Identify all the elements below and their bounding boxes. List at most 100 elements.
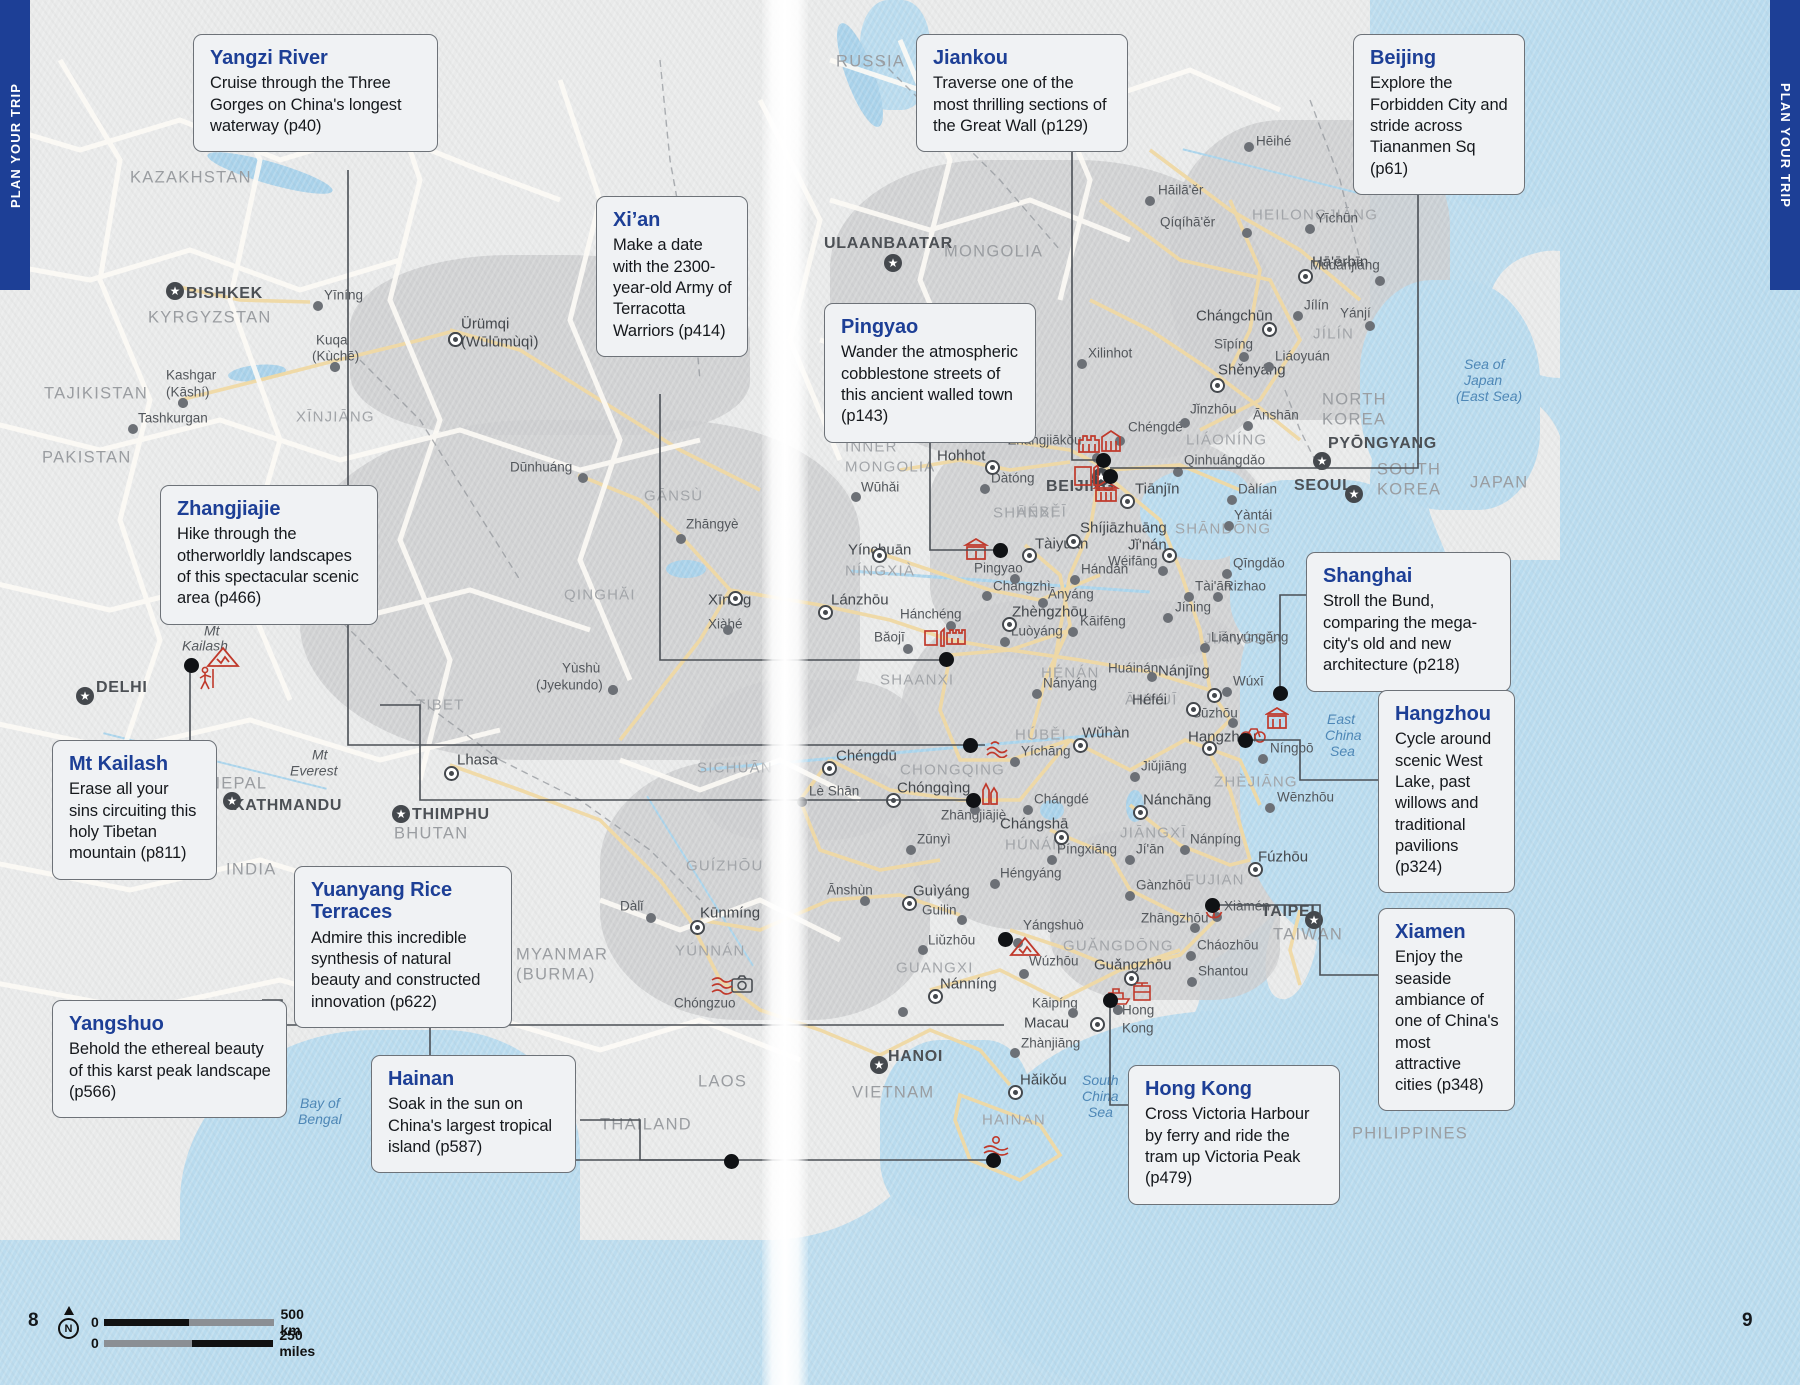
city-marker-shantou [1187,977,1197,987]
highlight-marker-hongkong [1103,993,1118,1008]
callout-xiamen[interactable]: Xiamen Enjoy the seaside ambiance of one… [1378,908,1515,1112]
sea-pacific-east [1560,0,1800,1385]
callout-body: Cycle around scenic West Lake, past will… [1395,730,1492,877]
city-marker-ji-an [1125,855,1135,865]
city-marker-liaoyuan [1264,362,1274,372]
book-gutter [762,0,808,1385]
capital-marker-ulaanbaatar: ★ [884,254,902,272]
callout-title: Hainan [388,1068,455,1090]
prov-capital-marker-nanning [928,989,943,1004]
callout-title: Shanghai [1323,565,1413,587]
callout-body: Wander the atmospheric cobblestone stree… [841,343,1018,426]
capital-marker-taipei: ★ [1305,911,1323,929]
city-marker-luoyang [1000,637,1010,647]
highlight-marker-hainan [986,1153,1001,1168]
city-marker-zhanjiang [1010,1048,1020,1058]
pingyao-walls-icon [963,538,989,560]
callout-mt-kailash[interactable]: Mt Kailash Erase all your sins circuitin… [52,740,217,880]
city-marker-baoji [903,644,913,654]
city-marker-anyang [1038,598,1048,608]
city-marker-anshan [1243,421,1253,431]
side-tab-right-label: PLAN YOUR TRIP [1777,82,1793,208]
city-marker-zhangjiajie [970,805,980,815]
prov-capital-marker-wuhan [1073,738,1088,753]
scale-row-miles: 0 250 miles [91,1327,336,1359]
city-marker-nanyang [1032,689,1042,699]
capital-marker-bishkek: ★ [166,282,184,300]
prov-capital-marker-shenyang [1210,378,1225,393]
scale-km-bar [103,1318,275,1326]
city-marker-wenzhou [1265,803,1275,813]
callout-shanghai[interactable]: Shanghai Stroll the Bund, comparing the … [1306,552,1511,692]
three-gorges-icon [986,741,1008,758]
city-marker-jinzhou [1180,418,1190,428]
city-marker-zhangye [676,534,686,544]
capital-marker-seoul: ★ [1345,485,1363,503]
callout-hong-kong[interactable]: Hong Kong Cross Victoria Harbour by ferr… [1128,1065,1340,1205]
pilgrim-hiker-icon [199,666,214,690]
callout-jiankou[interactable]: Jiankou Traverse one of the most thrilli… [916,34,1128,153]
callout-title: Beijing [1370,47,1436,69]
callout-hainan[interactable]: Hainan Soak in the sun on China's larges… [371,1055,576,1174]
prov-capital-marker-shijiazhuang [1066,534,1081,549]
callout-title: Yangzi River [210,47,328,69]
city-marker-dunhuang [578,473,588,483]
prov-capital-marker-lanzhou [818,605,833,620]
city-marker-chaozhou [1186,951,1196,961]
side-tab-left: PLAN YOUR TRIP [0,0,30,290]
compass-letter: N [58,1318,79,1339]
prov-capital-marker-taiyuan [1022,548,1037,563]
callout-body: Erase all your sins circuiting this holy… [69,780,197,863]
city-marker-kaifeng [1068,627,1078,637]
side-tab-left-label: PLAN YOUR TRIP [7,82,23,208]
scale-km-zero: 0 [91,1314,99,1330]
callout-yangzi-river[interactable]: Yangzi River Cruise through the Three Go… [193,34,438,153]
callout-zhangjiajie[interactable]: Zhangjiajie Hike through the otherworldl… [160,485,378,625]
callout-yangshuo[interactable]: Yangshuo Behold the ethereal beauty of t… [52,1000,287,1119]
highlight-marker-yangshuo [998,932,1013,947]
highlight-marker-hangzhou [1238,733,1253,748]
city-marker-ningbo [1258,754,1268,764]
city-marker-qinhuangdao [1173,467,1183,477]
callout-pingyao[interactable]: Pingyao Wander the atmospheric cobblesto… [824,303,1036,443]
page-number-left: 8 [28,1310,39,1331]
peak-tram-icon [1133,982,1151,1001]
capital-marker-pyongyang: ★ [1313,452,1331,470]
city-marker-jyekundo [608,685,618,695]
city-marker-xiahe [723,625,733,635]
side-tab-right: PLAN YOUR TRIP [1770,0,1800,290]
city-marker-yichang [1010,757,1020,767]
scale-miles-bar [103,1339,274,1347]
prov-capital-marker-ha-erbin [1298,269,1313,284]
highlight-marker-zhangjiajie [966,793,981,808]
callout-yuanyang-rice-terraces[interactable]: Yuanyang Rice Terraces Admire this incre… [294,866,512,1028]
sea-japan [1360,280,1540,510]
callout-title: Hong Kong [1145,1078,1252,1100]
callout-body: Cross Victoria Harbour by ferry and ride… [1145,1105,1310,1188]
prov-capital-marker-nanchang [1133,805,1148,820]
city-marker-siping [1239,352,1249,362]
city-marker-lianyungang [1200,643,1210,653]
city-marker-heihe [1244,142,1254,152]
city-marker-xilinhot [1077,359,1087,369]
capital-marker-delhi: ★ [76,687,94,705]
prov-capital-marker-hangzhou [1202,741,1217,756]
callout-title: Xi’an [613,209,661,231]
callout-body: Explore the Forbidden City and stride ac… [1370,74,1508,178]
callout-beijing[interactable]: Beijing Explore the Forbidden City and s… [1353,34,1525,195]
capital-marker-hanoi: ★ [870,1056,888,1074]
highlight-marker-pingyao [993,543,1008,558]
pagoda-icon [1101,429,1121,452]
callout-hangzhou[interactable]: Hangzhou Cycle around scenic West Lake, … [1378,690,1515,894]
page-number-right: 9 [1742,1310,1753,1331]
callout-title: Jiankou [933,47,1008,69]
prov-capital-marker-wulumuqi [448,332,463,347]
yangshuo-karst-icon [1009,936,1041,956]
city-marker-nanping [1180,845,1190,855]
city-marker-yantai [1224,521,1234,531]
highlight-marker-shanghai [1273,686,1288,701]
city-marker-changzhi [982,591,992,601]
callout-xian[interactable]: Xi’an Make a date with the 2300-year-old… [596,196,748,357]
callout-body: Cruise through the Three Gorges on China… [210,74,402,135]
city-marker-hengyang [990,879,1000,889]
